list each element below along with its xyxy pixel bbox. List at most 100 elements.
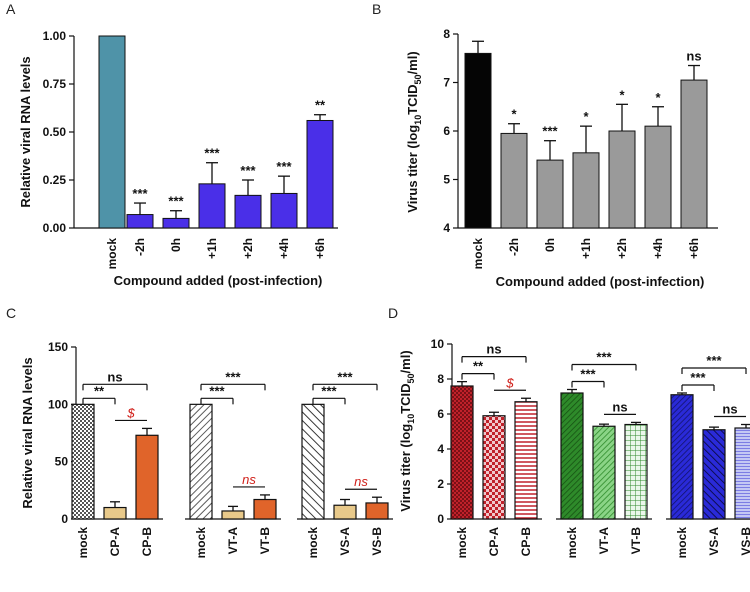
b-y-tick-label: 8	[443, 27, 450, 41]
panel-b-chart: 4 5 6 7 8 mock * -2h *** 0h * +1h * +2h * +4h ns +6h Virus…	[405, 27, 718, 289]
b-significance-label: *	[655, 90, 661, 105]
d-y-tick-label: 2	[437, 477, 444, 491]
d-bar	[734, 427, 750, 520]
c-bracket-label: ns	[354, 474, 368, 489]
d-bar	[592, 425, 616, 520]
a-y-tick-label: 0.50	[43, 125, 67, 139]
a-x-tick-label: +4h	[277, 238, 291, 259]
a-significance-label: ***	[276, 159, 292, 174]
b-y-tick-label: 4	[443, 221, 450, 235]
c-bar	[301, 403, 325, 520]
d-bar	[702, 429, 726, 520]
c-bar	[71, 403, 95, 520]
c-bar	[135, 434, 159, 520]
a-x-axis-title: Compound added (post-infection)	[114, 273, 323, 288]
c-x-tick-label: VT-A	[226, 527, 240, 555]
panel-d-chart: 0 2 4 6 8 10 mock CP-A CP-B mock VT-A VT-B mock VS-A V…	[398, 337, 750, 558]
c-x-tick-label: mock	[194, 527, 208, 559]
d-x-tick-label: CP-A	[487, 527, 501, 557]
a-x-tick-label: +6h	[313, 238, 327, 259]
d-bracket-label: ***	[690, 370, 706, 385]
a-bar	[162, 217, 190, 229]
a-bar	[306, 119, 334, 229]
panel-letter-a: A	[6, 1, 16, 17]
b-bar	[572, 152, 600, 229]
b-bar	[464, 52, 492, 229]
c-bracket-label: **	[94, 383, 105, 398]
b-significance-label: ns	[686, 49, 701, 64]
d-x-tick-label: CP-B	[519, 527, 533, 557]
d-bracket-label: ns	[612, 399, 627, 414]
b-significance-label: *	[583, 109, 589, 124]
d-y-tick-label: 4	[437, 442, 444, 456]
d-bar	[624, 423, 648, 520]
b-bar	[500, 132, 528, 229]
d-bracket-label: ns	[486, 342, 501, 357]
panel-c-chart: 0 50 100 150 mock CP-A CP-B mock VT-A VT-B mock VS-…	[20, 340, 393, 558]
c-x-tick-label: CP-A	[108, 527, 122, 557]
a-y-axis-title: Relative viral RNA levels	[18, 56, 33, 207]
d-x-tick-label: mock	[455, 527, 469, 559]
a-significance-label: ***	[240, 163, 256, 178]
d-y-tick-label: 8	[437, 372, 444, 386]
d-x-tick-label: VS-B	[739, 527, 750, 556]
b-y-tick-label: 5	[443, 173, 450, 187]
a-y-tick-label: 0.00	[43, 221, 67, 235]
c-bracket-label: ***	[321, 383, 337, 398]
d-x-tick-label: VT-A	[597, 527, 611, 555]
d-bracket-label: ***	[596, 350, 612, 365]
c-x-tick-label: VS-A	[338, 527, 352, 556]
b-y-axis-title: Virus titer (log10TCID50/ml)	[405, 51, 423, 212]
b-bar	[644, 125, 672, 229]
c-y-tick-label: 150	[48, 340, 68, 354]
b-x-tick-label: +1h	[579, 238, 593, 259]
d-bar	[482, 415, 506, 520]
c-bracket-label: ***	[225, 369, 241, 384]
c-bracket-label: ns	[107, 369, 122, 384]
b-y-tick-label: 7	[443, 76, 450, 90]
c-bracket-label: ***	[209, 383, 225, 398]
a-bar	[126, 214, 154, 229]
c-bracket-label: ***	[337, 369, 353, 384]
c-bracket-label: ns	[242, 472, 256, 487]
d-bracket-label: **	[473, 359, 484, 374]
d-bracket-label: ***	[580, 367, 596, 382]
panel-letter-c: C	[6, 305, 16, 321]
a-bar	[98, 35, 126, 229]
b-bar	[680, 79, 708, 229]
c-bracket-label: $	[126, 405, 135, 420]
a-x-tick-label: +1h	[205, 238, 219, 259]
b-significance-label: *	[619, 87, 625, 102]
b-x-tick-label: +4h	[651, 238, 665, 259]
a-bar	[270, 192, 298, 229]
c-x-tick-label: VT-B	[258, 527, 272, 555]
c-bar	[333, 504, 357, 520]
c-bar	[365, 502, 389, 520]
a-significance-label: ***	[168, 194, 184, 209]
d-x-tick-label: mock	[565, 527, 579, 559]
a-significance-label: ***	[132, 186, 148, 201]
b-significance-label: *	[511, 107, 517, 122]
panel-letter-d: D	[388, 305, 398, 321]
b-bar	[608, 130, 636, 229]
d-bracket-label: $	[505, 375, 514, 390]
c-y-tick-label: 0	[61, 512, 68, 526]
a-y-tick-label: 0.75	[43, 77, 67, 91]
b-x-tick-label: mock	[471, 238, 485, 270]
d-y-tick-label: 10	[431, 337, 445, 351]
c-bar	[189, 403, 213, 520]
d-bracket-label: ***	[706, 353, 722, 368]
d-x-tick-label: mock	[675, 527, 689, 559]
c-x-tick-label: VS-B	[370, 527, 384, 556]
b-x-tick-label: 0h	[543, 238, 557, 252]
a-x-tick-label: +2h	[241, 238, 255, 259]
c-y-tick-label: 100	[48, 397, 68, 411]
c-bar	[103, 506, 127, 520]
c-y-axis-title: Relative viral RNA levels	[20, 357, 35, 508]
a-x-tick-label: 0h	[169, 238, 183, 252]
a-bar	[234, 194, 262, 229]
panel-letter-b: B	[372, 1, 381, 17]
b-x-axis-title: Compound added (post-infection)	[496, 274, 705, 289]
d-bar	[670, 394, 694, 520]
